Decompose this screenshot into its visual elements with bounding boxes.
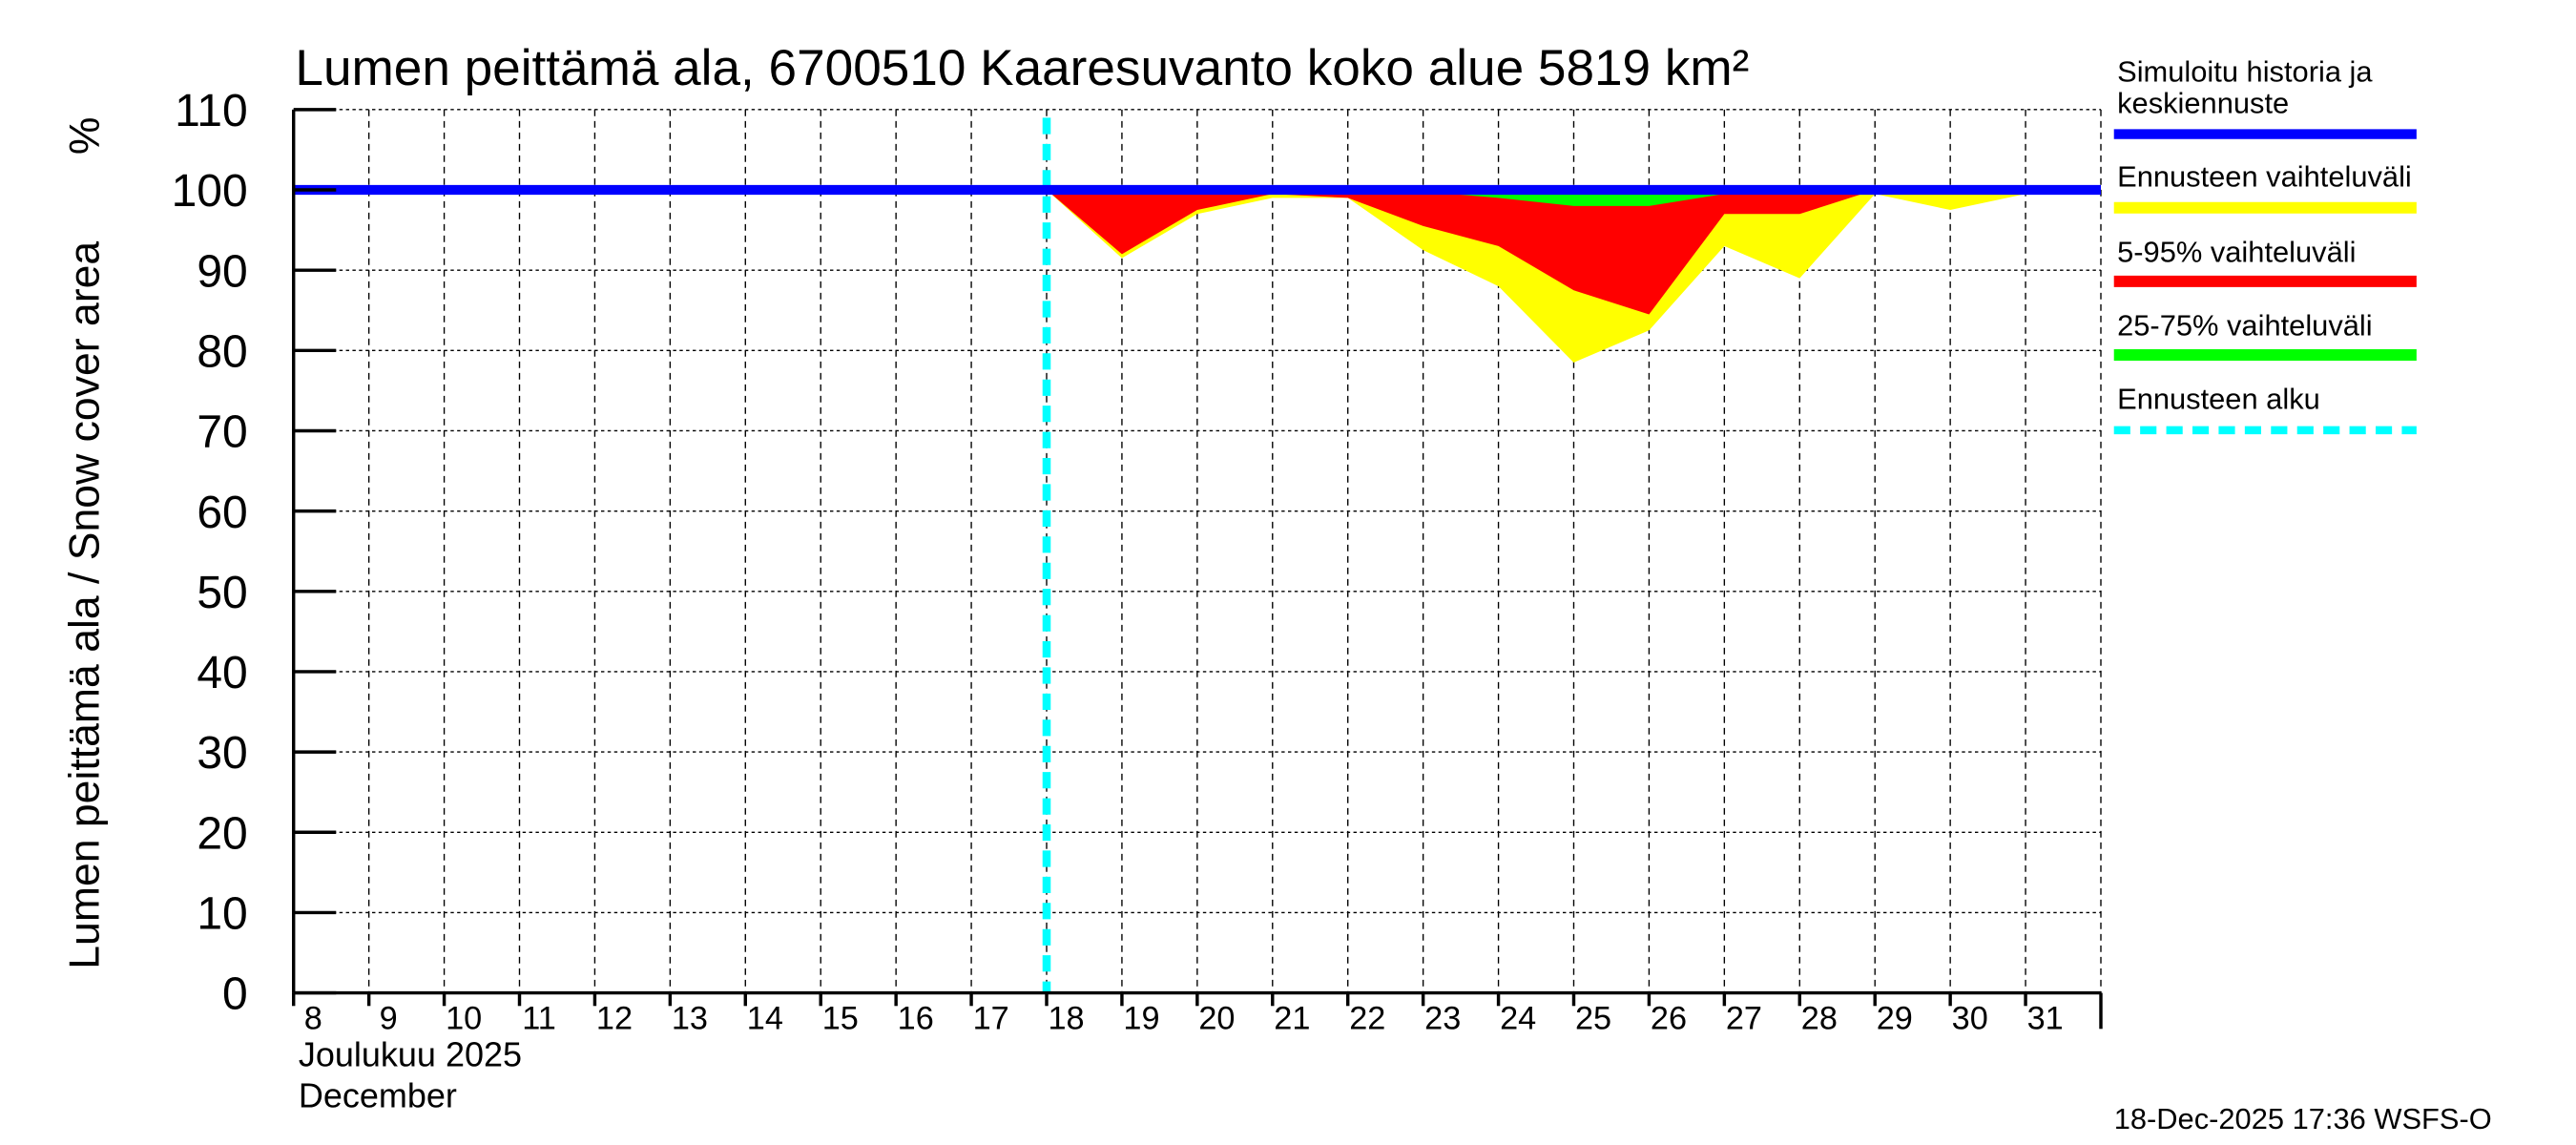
band-5-95 — [1047, 190, 2101, 315]
legend-label-25-75: 25-75% vaihteluväli — [2117, 308, 2372, 342]
footer-timestamp: 18-Dec-2025 17:36 WSFS-O — [2114, 1102, 2492, 1135]
x-tick-label: 18 — [1049, 1000, 1085, 1036]
legend-label-history-2: keskiennuste — [2117, 86, 2289, 119]
x-tick-label: 9 — [380, 1000, 398, 1036]
forecast-areas — [1047, 190, 2101, 363]
x-tick-label: 19 — [1123, 1000, 1159, 1036]
x-tick-label: 15 — [822, 1000, 859, 1036]
x-axis-label-fi: Joulukuu 2025 — [299, 1035, 522, 1074]
y-tick-label: 100 — [172, 166, 248, 217]
x-tick-label: 30 — [1952, 1000, 1988, 1036]
x-axis-label-en: December — [299, 1076, 457, 1115]
x-tick-label: 22 — [1349, 1000, 1385, 1036]
chart-title: Lumen peittämä ala, 6700510 Kaaresuvanto… — [295, 40, 1749, 96]
x-tick-label: 24 — [1500, 1000, 1536, 1036]
x-tick-label: 27 — [1726, 1000, 1762, 1036]
x-tick-label: 14 — [747, 1000, 783, 1036]
axes: 0 10 20 30 40 50 60 70 80 90 100 110 8 9 10 11 12 13 14 15 1… — [172, 86, 2103, 1036]
x-tick-label: 10 — [446, 1000, 482, 1036]
y-tick-label: 40 — [197, 648, 247, 698]
x-tick-label: 29 — [1877, 1000, 1913, 1036]
y-axis-label: Lumen peittämä ala / Snow cover area — [62, 241, 109, 969]
x-tick-label: 13 — [672, 1000, 708, 1036]
lines — [293, 117, 2101, 993]
y-tick-label: 20 — [197, 808, 247, 859]
legend-label-range: Ennusteen vaihteluväli — [2117, 159, 2412, 193]
y-tick-label: 30 — [197, 728, 247, 779]
x-tick-label: 28 — [1801, 1000, 1838, 1036]
band-25-75 — [1047, 190, 2101, 206]
x-tick-label: 8 — [304, 1000, 322, 1036]
y-tick-label: 90 — [197, 246, 247, 297]
y-tick-label: 70 — [197, 407, 247, 458]
legend-label-history: Simuloitu historia ja — [2117, 55, 2373, 89]
x-tick-label: 20 — [1198, 1000, 1235, 1036]
x-tick-label: 25 — [1575, 1000, 1611, 1036]
y-tick-label: 60 — [197, 488, 247, 538]
x-tick-label: 12 — [596, 1000, 633, 1036]
x-tick-label: 21 — [1274, 1000, 1310, 1036]
y-tick-label: 10 — [197, 889, 247, 940]
x-tick-label: 16 — [898, 1000, 934, 1036]
y-unit-label: % — [62, 116, 109, 155]
x-tick-label: 23 — [1424, 1000, 1461, 1036]
grid — [293, 109, 2102, 993]
legend-label-forecast-start: Ennusteen alku — [2117, 383, 2320, 416]
x-tick-label: 31 — [2027, 1000, 2064, 1036]
y-tick-label: 80 — [197, 326, 247, 377]
y-tick-label: 0 — [222, 969, 248, 1020]
y-tick-label: 50 — [197, 568, 247, 618]
legend-label-5-95: 5-95% vaihteluväli — [2117, 235, 2356, 268]
x-tick-label: 11 — [522, 1000, 556, 1036]
y-tick-label: 110 — [175, 86, 248, 136]
x-tick-label: 26 — [1651, 1000, 1687, 1036]
legend: Simuloitu historia ja keskiennuste Ennus… — [2113, 55, 2417, 435]
x-tick-label: 17 — [973, 1000, 1009, 1036]
